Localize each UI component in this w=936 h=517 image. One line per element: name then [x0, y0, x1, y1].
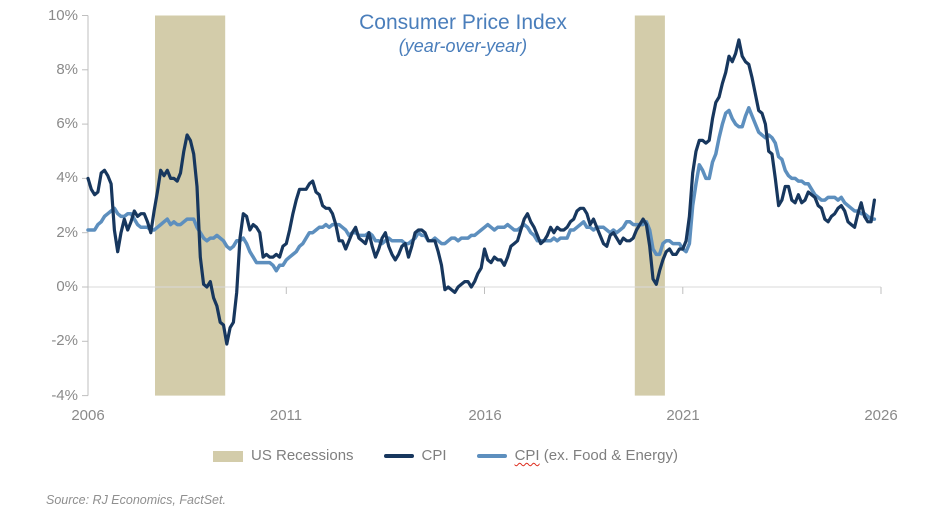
x-tick-label: 2011 — [269, 407, 303, 424]
y-axis-labels: 10% 8% 6% 4% 2% 0% -2% -4% — [0, 0, 79, 420]
recession-swatch — [213, 450, 243, 462]
x-axis-labels: 2006 2011 2016 2021 2026 — [0, 406, 936, 426]
recession-band — [634, 15, 665, 396]
legend-item-cpi: CPI — [383, 446, 447, 466]
legend-item-recessions: US Recessions — [213, 446, 354, 466]
y-tick-label: 2% — [56, 224, 78, 241]
y-tick-label: 6% — [56, 115, 78, 132]
y-tick-label: 10% — [47, 7, 78, 24]
legend-item-core-cpi: CPI (ex. Food & Energy) — [476, 446, 678, 466]
legend-label-recessions: US Recessions — [251, 447, 354, 464]
chart-title: Consumer Price Index — [359, 11, 567, 34]
y-tick-label: 4% — [56, 169, 78, 186]
x-tick-label: 2006 — [71, 407, 105, 424]
y-tick-label: -2% — [51, 332, 78, 349]
chart-subtitle: (year-over-year) — [398, 36, 528, 56]
legend-label-cpi: CPI — [421, 447, 447, 464]
series-line-cpi — [86, 38, 877, 346]
recession-band — [155, 15, 226, 396]
y-tick-label: 0% — [56, 278, 78, 295]
legend-label-core-cpi-rest: (ex. Food & Energy) — [539, 447, 678, 464]
legend: US Recessions CPI CPI (ex. Food & Energy… — [213, 446, 678, 466]
y-tick-label: 8% — [56, 61, 78, 78]
title-block: Consumer Price Index (year-over-year) — [359, 11, 567, 57]
source-note: Source: RJ Economics, FactSet. — [46, 493, 226, 507]
core-cpi-line-swatch — [476, 454, 507, 458]
legend-label-core-cpi: CPI (ex. Food & Energy) — [515, 446, 678, 466]
x-tick-label: 2016 — [468, 407, 502, 424]
cpi-line-swatch — [383, 454, 414, 458]
x-tick-label: 2021 — [666, 407, 700, 424]
legend-label-core-cpi-misspelled-word: CPI — [514, 447, 540, 464]
y-tick-label: -4% — [51, 387, 78, 404]
x-tick-label: 2026 — [864, 407, 898, 424]
series-line-core-cpi — [86, 106, 877, 273]
